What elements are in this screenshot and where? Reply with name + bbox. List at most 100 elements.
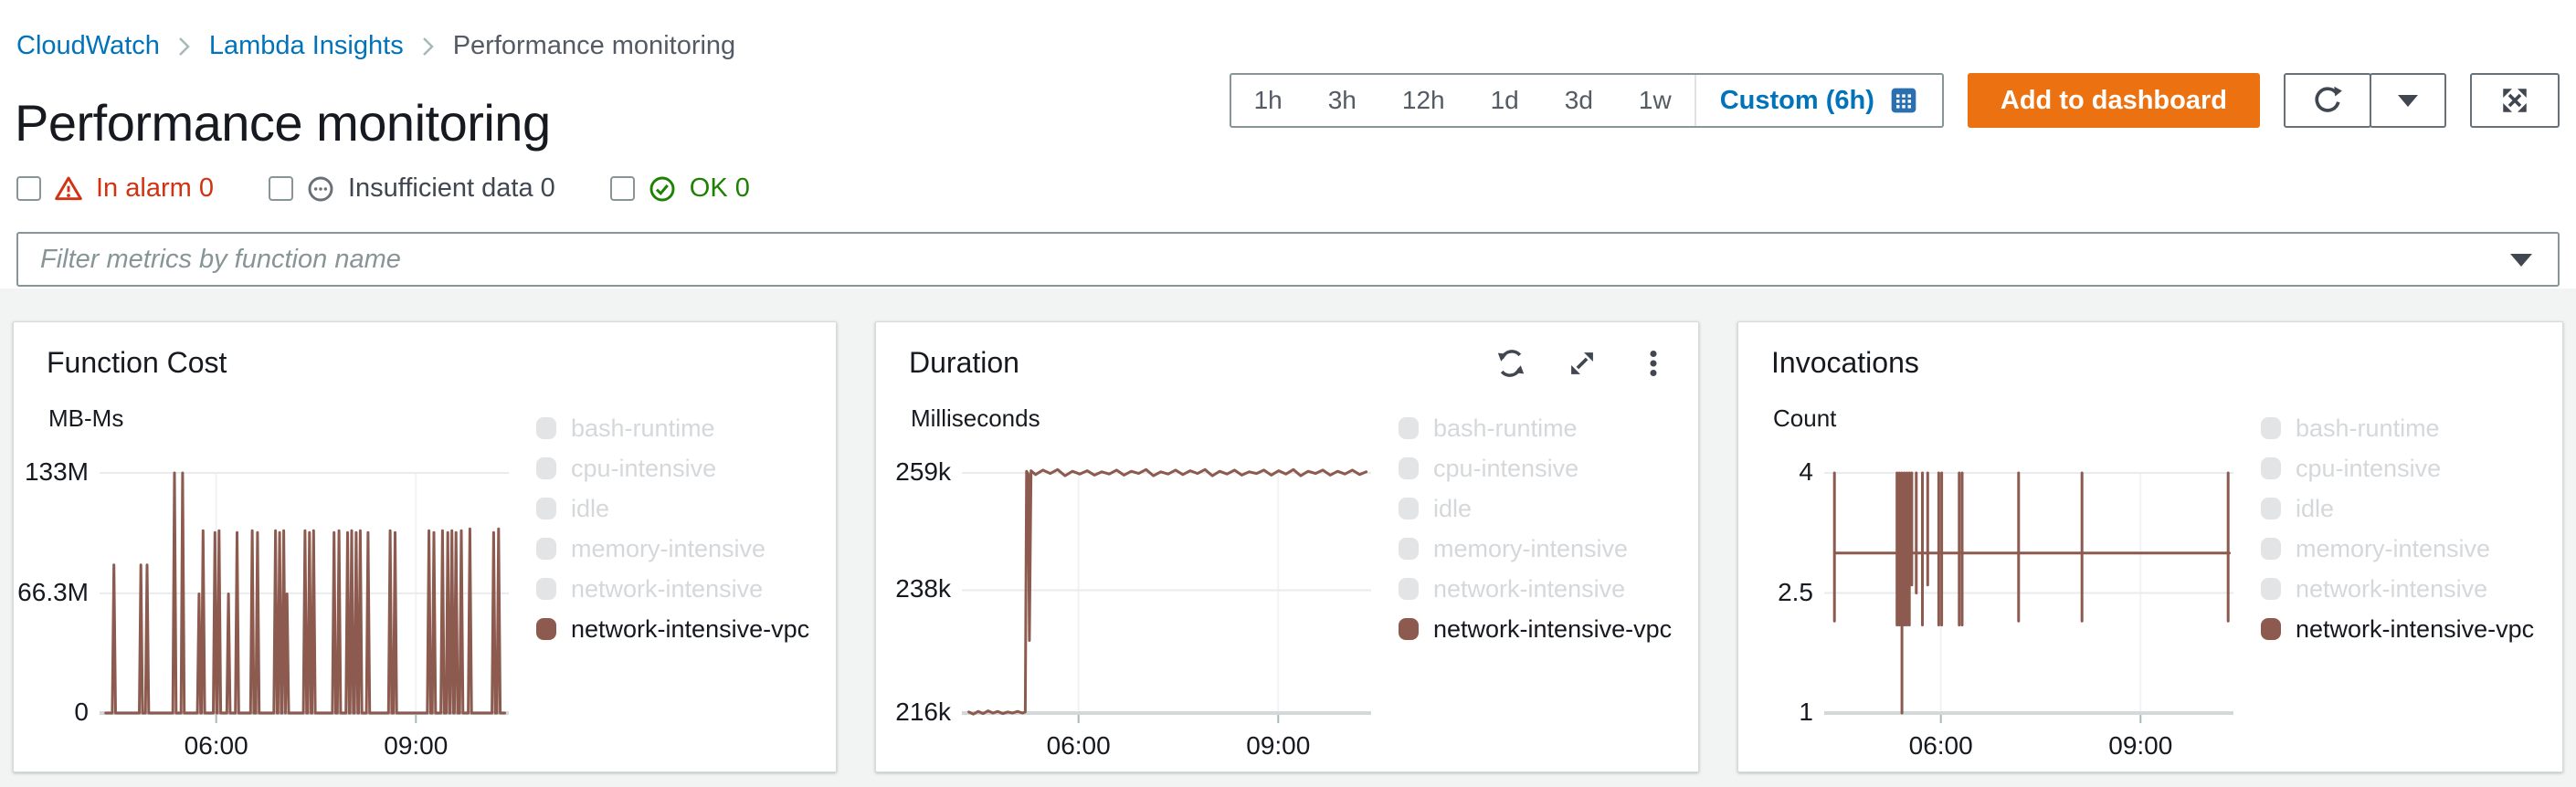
legend-item-cpu-intensive[interactable]: cpu-intensive [2261, 448, 2534, 488]
insufficient-data-checkbox[interactable] [268, 176, 293, 201]
legend-label: network-intensive-vpc [1433, 614, 1673, 643]
legend-label: idle [2296, 494, 2335, 522]
x-axis-label: 06:00 [184, 731, 248, 760]
y-axis-label: 0 [74, 698, 89, 726]
chart-legend: bash-runtime cpu-intensive idle memory-inte… [2261, 408, 2534, 649]
ok-checkbox[interactable] [609, 176, 635, 201]
chart-card-function-cost: Function Cost MB-Ms 133M 66.3M 0 06:00 09:00 ba… [13, 321, 837, 772]
legend-label: cpu-intensive [2296, 454, 2442, 482]
chevron-down-icon [2398, 94, 2418, 107]
x-axis-label: 06:00 [1908, 731, 1973, 760]
legend-swatch [2261, 578, 2281, 600]
insufficient-data-label: Insufficient data 0 [347, 173, 555, 203]
legend-item-network-intensive-vpc[interactable]: network-intensive-vpc [536, 609, 809, 649]
legend-label: idle [1433, 494, 1473, 522]
time-range-presets: 1h 3h 12h 1d 3d 1w [1231, 75, 1694, 126]
legend-item-cpu-intensive[interactable]: cpu-intensive [536, 448, 809, 488]
legend-item-cpu-intensive[interactable]: cpu-intensive [1399, 448, 1672, 488]
legend-swatch [1399, 578, 1419, 600]
expand-icon[interactable] [1567, 348, 1598, 379]
x-axis-label: 09:00 [384, 731, 449, 760]
legend-item-bash-runtime[interactable]: bash-runtime [2261, 408, 2534, 448]
menu-kebab-icon[interactable] [1638, 348, 1669, 379]
breadcrumb-cloudwatch[interactable]: CloudWatch [16, 31, 160, 60]
legend-swatch [1399, 538, 1419, 560]
time-range-12h[interactable]: 12h [1401, 86, 1445, 114]
y-axis-unit-label: MB-Ms [48, 404, 124, 432]
refresh-options-button[interactable] [2370, 73, 2446, 128]
refresh-button-group [2284, 73, 2446, 128]
legend-swatch [1399, 498, 1419, 519]
legend-item-memory-intensive[interactable]: memory-intensive [1399, 529, 1672, 569]
page-title: Performance monitoring [15, 94, 551, 152]
in-alarm-icon [54, 174, 83, 204]
y-axis-label: 238k [895, 574, 951, 603]
legend-item-bash-runtime[interactable]: bash-runtime [536, 408, 809, 448]
refresh-icon [2312, 85, 2343, 116]
y-axis-unit-label: Milliseconds [911, 404, 1040, 432]
series-line-network-intensive-vpc [1832, 471, 2231, 715]
time-range-3d[interactable]: 3d [1564, 86, 1593, 114]
fullscreen-icon [2498, 84, 2531, 117]
y-axis-unit-label: Count [1773, 404, 1837, 432]
legend-swatch [1399, 417, 1419, 439]
in-alarm-label: In alarm 0 [96, 173, 214, 203]
chart-plot[interactable] [1824, 450, 2237, 740]
chevron-right-icon [176, 33, 193, 60]
time-range-1w[interactable]: 1w [1638, 86, 1672, 114]
breadcrumb-lambda-insights[interactable]: Lambda Insights [208, 31, 404, 60]
legend-item-bash-runtime[interactable]: bash-runtime [1399, 408, 1672, 448]
legend-swatch [536, 578, 556, 600]
legend-item-memory-intensive[interactable]: memory-intensive [536, 529, 809, 569]
legend-label: network-intensive-vpc [2296, 614, 2535, 643]
legend-swatch [2261, 498, 2281, 519]
metric-filter-input[interactable] [16, 232, 2560, 287]
custom-time-range-button[interactable]: Custom (6h) [1694, 75, 1942, 126]
legend-swatch [536, 457, 556, 479]
in-alarm-checkbox[interactable] [16, 176, 41, 201]
legend-label: network-intensive [2296, 574, 2488, 603]
legend-swatch [536, 538, 556, 560]
legend-item-network-intensive-vpc[interactable]: network-intensive-vpc [2261, 609, 2534, 649]
refresh-button[interactable] [2284, 73, 2371, 128]
legend-item-network-intensive[interactable]: network-intensive [1399, 569, 1672, 609]
legend-swatch [2261, 538, 2281, 560]
add-to-dashboard-button[interactable]: Add to dashboard [1967, 73, 2260, 128]
legend-item-idle[interactable]: idle [1399, 488, 1672, 529]
chart-title: Duration [909, 346, 1019, 379]
legend-label: bash-runtime [2296, 414, 2440, 442]
time-range-1d[interactable]: 1d [1490, 86, 1519, 114]
filter-in-alarm[interactable]: In alarm 0 [16, 173, 214, 204]
time-range-3h[interactable]: 3h [1327, 86, 1357, 114]
legend-label: cpu-intensive [571, 454, 717, 482]
chart-card-duration: Duration Milliseconds 259k 238k 216k 06:00 09:… [875, 321, 1699, 772]
legend-swatch [2261, 457, 2281, 479]
refresh-icon[interactable] [1495, 348, 1526, 379]
filter-ok[interactable]: OK 0 [609, 173, 750, 204]
chart-plot[interactable] [962, 450, 1375, 740]
x-axis-label: 06:00 [1046, 731, 1111, 760]
ok-icon [648, 174, 677, 204]
y-axis-label: 1 [1799, 698, 1813, 726]
fullscreen-button[interactable] [2470, 73, 2560, 128]
calendar-icon [1889, 86, 1918, 115]
legend-label: memory-intensive [571, 534, 766, 562]
legend-item-network-intensive[interactable]: network-intensive [536, 569, 809, 609]
legend-item-network-intensive-vpc[interactable]: network-intensive-vpc [1399, 609, 1672, 649]
legend-item-network-intensive[interactable]: network-intensive [2261, 569, 2534, 609]
legend-item-idle[interactable]: idle [536, 488, 809, 529]
legend-swatch [1399, 618, 1419, 640]
filter-dropdown-icon[interactable] [2510, 254, 2532, 267]
legend-label: network-intensive [1433, 574, 1626, 603]
legend-item-memory-intensive[interactable]: memory-intensive [2261, 529, 2534, 569]
filter-insufficient-data[interactable]: Insufficient data 0 [268, 173, 555, 204]
legend-item-idle[interactable]: idle [2261, 488, 2534, 529]
legend-swatch [536, 417, 556, 439]
x-axis-label: 09:00 [2108, 731, 2173, 760]
chart-plot[interactable] [100, 450, 512, 740]
custom-time-range-label: Custom (6h) [1719, 85, 1874, 115]
y-axis-label: 66.3M [17, 577, 89, 606]
time-range-1h[interactable]: 1h [1253, 86, 1283, 114]
legend-label: network-intensive-vpc [571, 614, 810, 643]
chart-toolbar [1495, 348, 1669, 379]
